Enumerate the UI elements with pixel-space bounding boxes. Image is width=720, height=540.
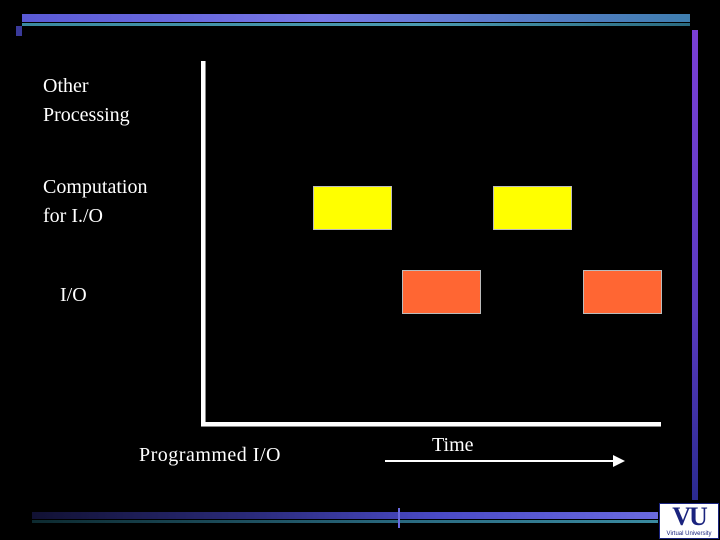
label-io: I/O <box>60 284 87 306</box>
label-computation-for-io: Computation for I./O <box>43 173 147 231</box>
io-block-1 <box>402 270 481 314</box>
bottom-frame-tick <box>398 508 400 528</box>
computation-block-1 <box>313 186 392 230</box>
diagram-title: Programmed I/O <box>139 444 281 466</box>
vu-logo: VU Virtual University <box>659 503 719 539</box>
top-frame-bar-thin <box>22 23 690 26</box>
label-other-processing-line-2: Processing <box>43 104 130 126</box>
label-other-processing-line-1: Other <box>43 75 89 97</box>
vu-logo-caption: Virtual University <box>666 531 712 537</box>
label-computation-line-2: for I./O <box>43 205 103 227</box>
y-axis-line <box>201 61 205 426</box>
x-axis-line <box>201 422 661 426</box>
time-label: Time <box>432 434 474 456</box>
computation-block-2 <box>493 186 572 230</box>
right-frame-bar <box>692 30 698 500</box>
bottom-frame-bar <box>32 512 658 519</box>
io-block-2 <box>583 270 662 314</box>
bottom-frame-bar-thin <box>32 520 658 523</box>
time-arrow-line <box>385 460 615 462</box>
time-arrow-head <box>613 455 625 467</box>
top-frame-bar <box>22 14 690 22</box>
label-computation-line-1: Computation <box>43 176 148 198</box>
left-frame-bar <box>16 26 22 36</box>
vu-logo-mark: VU <box>672 502 708 531</box>
label-other-processing: Other Processing <box>43 72 130 130</box>
